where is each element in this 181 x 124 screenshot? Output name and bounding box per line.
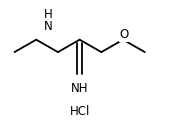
- Text: O: O: [119, 28, 129, 41]
- Text: H: H: [44, 8, 52, 21]
- Text: NH: NH: [71, 82, 88, 94]
- Text: N: N: [44, 20, 52, 32]
- Text: HCl: HCl: [70, 105, 90, 118]
